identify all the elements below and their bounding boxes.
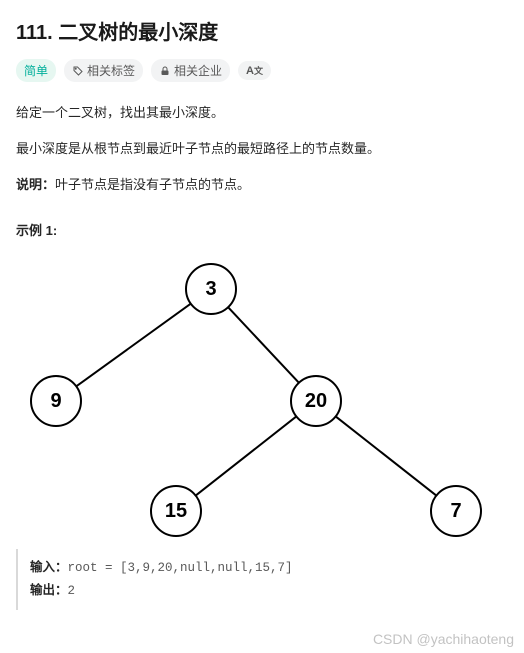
- watermark: CSDN @yachihaoteng: [373, 631, 514, 647]
- input-line: 输入：root = [3,9,20,null,null,15,7]: [30, 557, 508, 579]
- problem-title: 111. 二叉树的最小深度: [16, 16, 508, 45]
- tree-diagram: 3 9 20 15 7: [16, 251, 506, 541]
- lock-icon: [159, 65, 171, 77]
- output-value: 2: [68, 584, 76, 598]
- svg-text:20: 20: [305, 390, 327, 412]
- input-label: 输入：: [30, 560, 68, 574]
- output-line: 输出：2: [30, 580, 508, 602]
- example-io: 输入：root = [3,9,20,null,null,15,7] 输出：2: [16, 549, 508, 610]
- note-label: 说明：: [16, 177, 55, 192]
- note-text: 叶子节点是指没有子节点的节点。: [55, 177, 250, 192]
- svg-text:15: 15: [165, 500, 187, 522]
- input-value: root = [3,9,20,null,null,15,7]: [68, 561, 293, 575]
- tags-badge[interactable]: 相关标签: [64, 59, 143, 82]
- translate-badge[interactable]: A文: [238, 61, 271, 80]
- desc-note: 说明：叶子节点是指没有子节点的节点。: [16, 174, 508, 196]
- desc-p2: 最小深度是从根节点到最近叶子节点的最短路径上的节点数量。: [16, 138, 508, 160]
- translate-icon: A文: [246, 64, 263, 77]
- desc-p1: 给定一个二叉树，找出其最小深度。: [16, 102, 508, 124]
- output-label: 输出：: [30, 583, 68, 597]
- svg-text:9: 9: [50, 390, 61, 412]
- svg-text:7: 7: [450, 500, 461, 522]
- tag-icon: [72, 65, 84, 77]
- difficulty-badge[interactable]: 简单: [16, 59, 56, 82]
- svg-text:3: 3: [205, 278, 216, 300]
- meta-row: 简单 相关标签 相关企业 A文: [16, 59, 508, 82]
- problem-description: 给定一个二叉树，找出其最小深度。 最小深度是从根节点到最近叶子节点的最短路径上的…: [16, 102, 508, 196]
- companies-badge[interactable]: 相关企业: [151, 59, 230, 82]
- tags-label: 相关标签: [87, 62, 135, 79]
- companies-label: 相关企业: [174, 62, 222, 79]
- example-label: 示例 1:: [16, 220, 508, 239]
